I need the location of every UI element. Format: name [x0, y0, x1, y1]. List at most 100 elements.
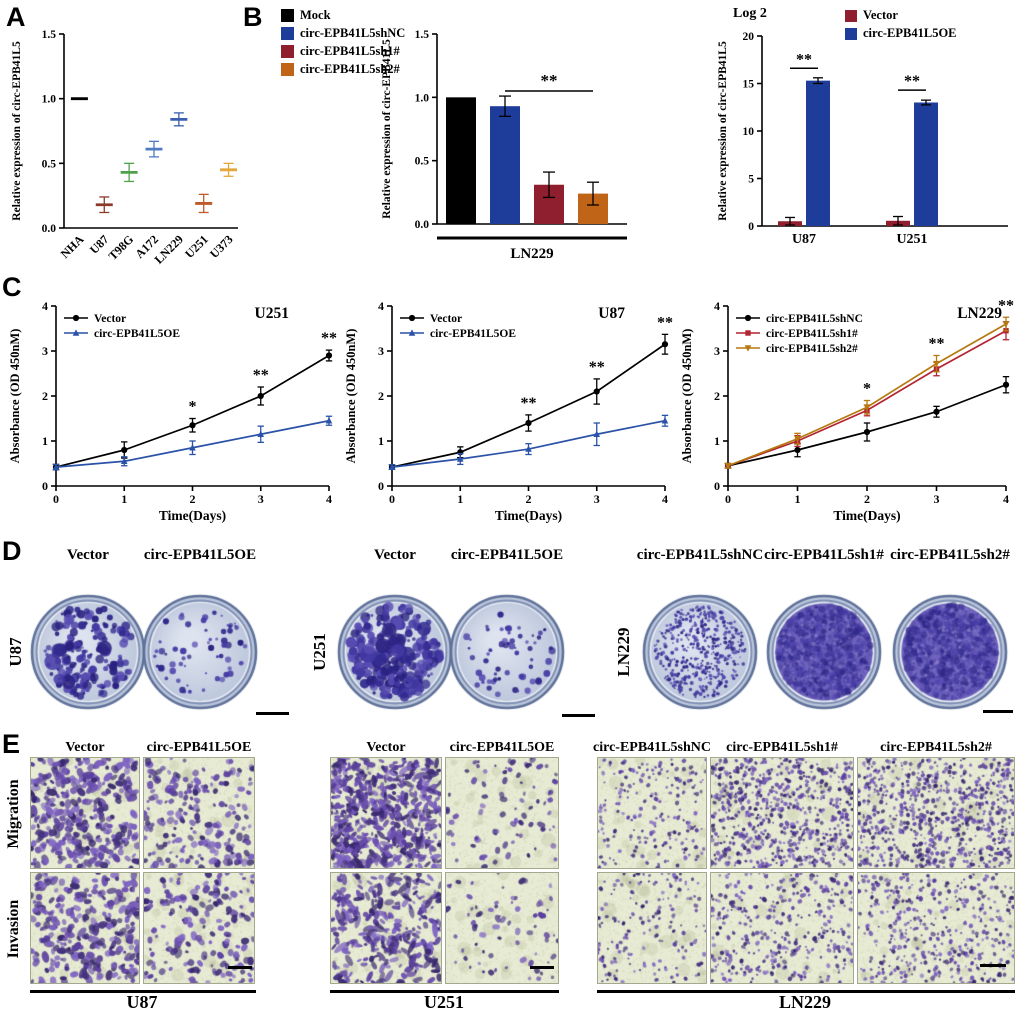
- svg-text:2: 2: [864, 492, 870, 506]
- transwell-micrograph: [858, 758, 1014, 868]
- legend-item: Mock: [281, 8, 405, 23]
- marker-circle: [794, 446, 801, 454]
- colony-dish-image: [335, 592, 455, 712]
- dish-header-2: Vector: [374, 547, 416, 563]
- svg-text:2: 2: [378, 389, 384, 403]
- bar: [806, 80, 830, 227]
- marker-triangle: [661, 417, 669, 424]
- svg-text:Relative expression of circ-EP: Relative expression of circ-EPB41L5: [11, 41, 23, 221]
- marker-circle: [257, 392, 264, 400]
- svg-text:Absorbance (OD 450nM): Absorbance (OD 450nM): [8, 329, 22, 464]
- svg-text:0.0: 0.0: [415, 219, 430, 231]
- marker-triangle: [408, 329, 416, 336]
- marker-triangle: [52, 463, 60, 470]
- svg-text:10: 10: [743, 126, 755, 138]
- panel_c_u251-svg: 0 1 2 3 4 0 1 2 3 4 Time(Days) Absorbance (OD 450nM…: [8, 299, 337, 523]
- marker-circle: [933, 408, 940, 415]
- tw-header-6: circ-EPB41L5sh2#: [880, 740, 992, 755]
- legend-swatch: [281, 63, 294, 76]
- svg-text:0.5: 0.5: [415, 156, 430, 168]
- svg-text:Time(Days): Time(Days): [495, 508, 562, 523]
- svg-text:LN229: LN229: [152, 232, 186, 266]
- panel-c-chart-ln229: 0 1 2 3 4 0 1 2 3 4 Time(Days) Absorbance (OD 450nM…: [678, 290, 1018, 553]
- marker-triangle: [456, 455, 464, 462]
- tw-invasion-0: [30, 872, 140, 984]
- marker-circle: [593, 388, 600, 395]
- transwell-micrograph: [31, 873, 139, 983]
- panel-label-c: C: [2, 272, 22, 302]
- marker-circle: [661, 341, 669, 348]
- marker-triangle: [72, 329, 80, 336]
- legend-item: circ-EPB41L5shNC: [281, 26, 405, 41]
- svg-text:Vector: Vector: [430, 313, 462, 325]
- svg-text:U251: U251: [182, 232, 211, 261]
- transwell-micrograph: [598, 758, 706, 868]
- scale-bar: [228, 966, 252, 969]
- scale-bar: [562, 714, 595, 717]
- svg-text:3: 3: [378, 344, 384, 358]
- svg-text:3: 3: [258, 492, 264, 506]
- svg-text:1.0: 1.0: [42, 94, 57, 106]
- scale-bar: [256, 712, 289, 715]
- marker-triangle-down: [744, 345, 752, 352]
- transwell-micrograph: [331, 873, 441, 983]
- transwell-micrograph: [144, 873, 254, 983]
- svg-text:2: 2: [42, 389, 48, 403]
- svg-text:circ-EPB41L5sh1#: circ-EPB41L5sh1#: [766, 328, 858, 340]
- marker-triangle: [257, 430, 265, 437]
- dish-3: [447, 592, 567, 712]
- colony-dish-image: [140, 592, 260, 712]
- svg-text:**: **: [929, 336, 945, 353]
- transwell-micrograph: [31, 758, 139, 868]
- svg-text:Relative expression of circ-EP: Relative expression of circ-EPB41L5: [717, 41, 729, 221]
- colony-dish-image: [640, 592, 760, 712]
- panel-label-e: E: [2, 729, 21, 759]
- marker-triangle-down: [1002, 321, 1010, 328]
- tw-invasion-4: [597, 872, 707, 984]
- legend-label: circ-EPB41L5shNC: [300, 26, 406, 40]
- group-label-ln229: LN229: [778, 992, 831, 1011]
- marker-triangle: [388, 463, 396, 470]
- scale-bar: [980, 964, 1006, 967]
- svg-text:**: **: [657, 314, 673, 331]
- marker-triangle: [189, 444, 196, 451]
- panel-c-chart-u251: 0 1 2 3 4 0 1 2 3 4 Time(Days) Absorbance (OD 450nM…: [6, 290, 341, 553]
- tw-migration-6: [857, 757, 1015, 869]
- svg-text:0: 0: [389, 492, 395, 506]
- panel-label-d: D: [2, 536, 22, 566]
- panel-b-left-plot: 0.0 0.5 1.0 1.5 Relative expression of circ-…: [375, 8, 643, 281]
- svg-text:4: 4: [662, 492, 668, 506]
- tw-invasion-1: [143, 872, 255, 984]
- svg-text:1.5: 1.5: [42, 29, 57, 41]
- legend-swatch: [845, 27, 857, 40]
- svg-text:**: **: [796, 51, 812, 68]
- panel_c_ln229-svg: 0 1 2 3 4 0 1 2 3 4 Time(Days) Absorbance (OD 450nM…: [680, 297, 1014, 523]
- svg-text:0: 0: [378, 479, 384, 493]
- svg-text:circ-EPB41L5sh2#: circ-EPB41L5sh2#: [766, 343, 858, 355]
- marker-circle: [408, 314, 416, 322]
- panel-b-right-legend: Vector circ-EPB41L5OE: [845, 8, 957, 41]
- svg-text:0: 0: [748, 221, 754, 233]
- svg-text:4: 4: [378, 299, 384, 313]
- svg-text:**: **: [521, 395, 537, 412]
- transwell-micrograph: [446, 758, 558, 868]
- bar: [490, 106, 520, 224]
- svg-text:Time(Days): Time(Days): [159, 508, 226, 523]
- svg-text:1: 1: [121, 492, 127, 506]
- panel-d-row-label-u87: U87: [6, 637, 25, 667]
- group-label-u87: U87: [126, 992, 158, 1011]
- marker-triangle-down: [724, 463, 732, 470]
- svg-text:T98G: T98G: [106, 232, 137, 263]
- dish-header-6: circ-EPB41L5sh2#: [890, 547, 1010, 563]
- svg-text:LN229: LN229: [510, 246, 553, 262]
- tw-migration-4: [597, 757, 707, 869]
- legend-label: circ-EPB41L5sh1#: [300, 44, 400, 58]
- svg-text:1: 1: [42, 434, 48, 448]
- svg-text:**: **: [321, 330, 337, 347]
- dish-header-3: circ-EPB41L5OE: [450, 547, 564, 563]
- tw-invasion-2: [330, 872, 442, 984]
- tw-header-5: circ-EPB41L5sh1#: [726, 740, 838, 755]
- tw-migration-5: [710, 757, 854, 869]
- legend-label: circ-EPB41L5sh2#: [300, 62, 400, 76]
- marker-triangle-down: [794, 436, 801, 443]
